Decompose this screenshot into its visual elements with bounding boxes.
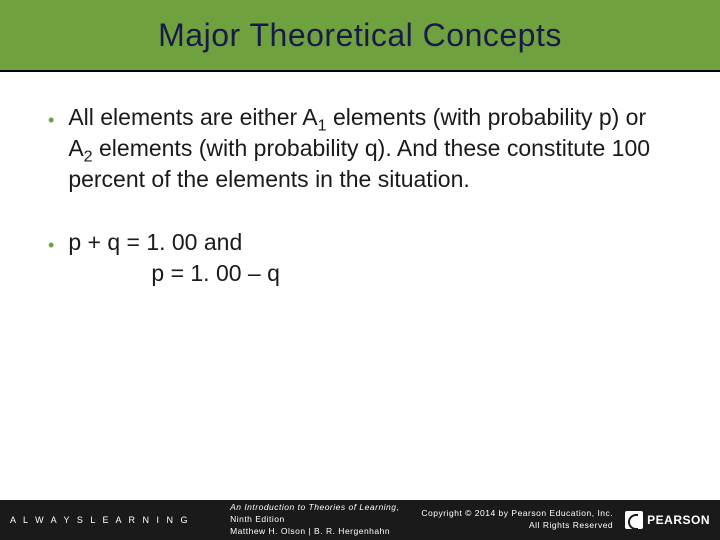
bullet-dot-icon: • xyxy=(48,108,54,195)
bullet-text: p + q = 1. 00 and p = 1. 00 – q xyxy=(68,227,672,289)
equation-line: p + q = 1. 00 and xyxy=(68,229,242,255)
slide-body: • All elements are either A1 elements (w… xyxy=(0,72,720,500)
always-learning-tagline: A L W A Y S L E A R N I N G xyxy=(10,515,190,525)
copyright-line: All Rights Reserved xyxy=(529,520,613,530)
bullet-item: • All elements are either A1 elements (w… xyxy=(48,102,672,195)
footer-book-info: An Introduction to Theories of Learning,… xyxy=(230,502,421,538)
footer-copyright: Copyright © 2014 by Pearson Education, I… xyxy=(421,508,613,532)
book-title: An Introduction to Theories of Learning xyxy=(230,502,396,512)
pearson-mark-icon xyxy=(625,511,643,529)
bullet-item: • p + q = 1. 00 and p = 1. 00 – q xyxy=(48,227,672,289)
subscript: 2 xyxy=(84,148,93,166)
footer-bar: A L W A Y S L E A R N I N G An Introduct… xyxy=(0,500,720,540)
bullet-text: All elements are either A1 elements (wit… xyxy=(68,102,672,195)
slide-title: Major Theoretical Concepts xyxy=(158,17,562,54)
text-fragment: All elements are either A xyxy=(68,104,317,130)
copyright-line: Copyright © 2014 by Pearson Education, I… xyxy=(421,508,613,518)
text-fragment: elements (with probability q). And these… xyxy=(68,135,650,192)
equation-line: p = 1. 00 – q xyxy=(68,260,280,286)
bullet-dot-icon: • xyxy=(48,233,54,289)
subscript: 1 xyxy=(318,117,327,135)
book-authors: Matthew H. Olson | B. R. Hergenhahn xyxy=(230,526,390,536)
title-bar: Major Theoretical Concepts xyxy=(0,0,720,72)
pearson-logo: PEARSON xyxy=(625,511,710,529)
slide: Major Theoretical Concepts • All element… xyxy=(0,0,720,540)
pearson-wordmark: PEARSON xyxy=(647,513,710,527)
